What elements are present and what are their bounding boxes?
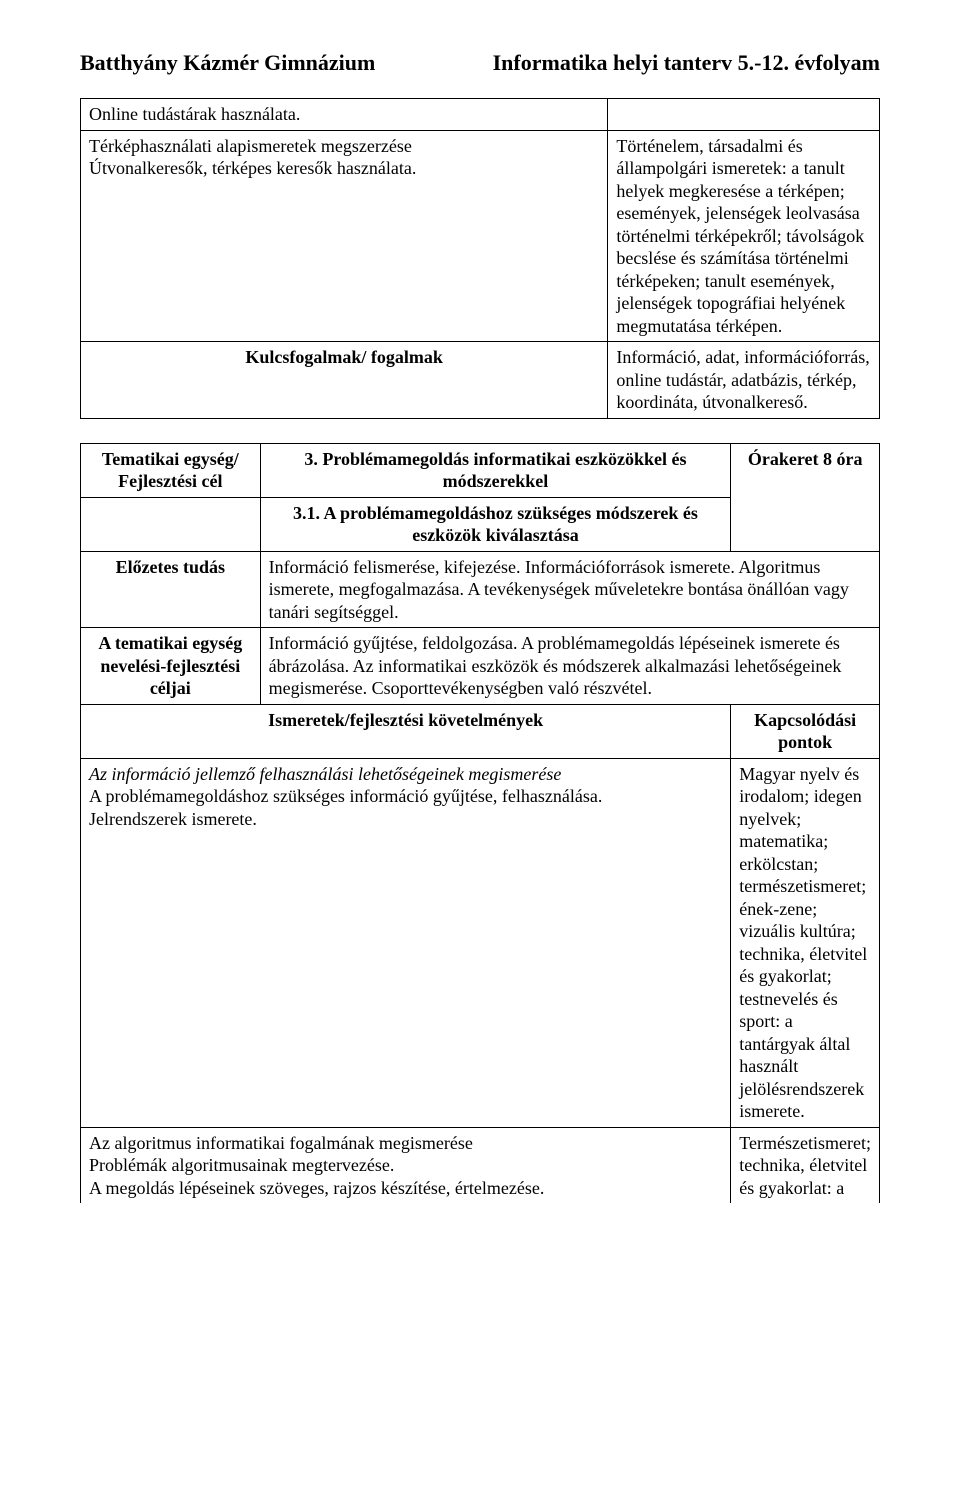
table-row: Az algoritmus informatikai fogalmának me…	[81, 1127, 880, 1203]
table-row: Tematikai egység/ Fejlesztési cél 3. Pro…	[81, 443, 880, 497]
table-2: Tematikai egység/ Fejlesztési cél 3. Pro…	[80, 443, 880, 1204]
cell-31-subtitle: 3.1. A problémamegoldáshoz szükséges mód…	[260, 497, 731, 551]
cell-empty	[608, 99, 880, 131]
cell-magyar-nyelv: Magyar nyelv és irodalom; idegen nyelvek…	[731, 758, 880, 1127]
cell-kapcsolodasi-header: Kapcsolódási pontok	[731, 704, 880, 758]
cell-nevelesi-celjai-body: Információ gyűjtése, feldolgozása. A pro…	[260, 628, 879, 705]
header-right: Informatika helyi tanterv 5.-12. évfolya…	[493, 50, 880, 76]
cell-algoritmus: Az algoritmus informatikai fogalmának me…	[81, 1127, 731, 1203]
cell-termeszetismeret: Természetismeret; technika, életvitel és…	[731, 1127, 880, 1203]
cell-elozetes-tudas-body: Információ felismerése, kifejezése. Info…	[260, 551, 879, 628]
cell-tortenelem: Történelem, társadalmi és állampolgári i…	[608, 130, 880, 342]
table-row: Térképhasználati alapismeretek megszerzé…	[81, 130, 880, 342]
cell-ismeretek-header: Ismeretek/fejlesztési követelmények	[81, 704, 731, 758]
cell-terkephasznalat: Térképhasználati alapismeretek megszerzé…	[81, 130, 608, 342]
cell-informacio-jellemzo: Az információ jellemző felhasználási leh…	[81, 758, 731, 1127]
table-row: A tematikai egység nevelési-fejlesztési …	[81, 628, 880, 705]
cell-nevelesi-celjai-label: A tematikai egység nevelési-fejlesztési …	[81, 628, 261, 705]
table-row: Az információ jellemző felhasználási leh…	[81, 758, 880, 1127]
cell-orakeret: Órakeret 8 óra	[731, 443, 880, 551]
header-left: Batthyány Kázmér Gimnázium	[80, 50, 375, 76]
cell-kulcsfogalmak-body: Információ, adat, információforrás, onli…	[608, 342, 880, 419]
table-row: Ismeretek/fejlesztési követelmények Kapc…	[81, 704, 880, 758]
text-rest: A problémamegoldáshoz szükséges informác…	[89, 786, 602, 829]
cell-kulcsfogalmak-label: Kulcsfogalmak/ fogalmak	[81, 342, 608, 419]
page-header: Batthyány Kázmér Gimnázium Informatika h…	[80, 50, 880, 76]
cell-problemamegoldas-title: 3. Problémamegoldás informatikai eszközö…	[260, 443, 731, 497]
table-row: Kulcsfogalmak/ fogalmak Információ, adat…	[81, 342, 880, 419]
cell-online-tudastarak: Online tudástárak használata.	[81, 99, 608, 131]
text-italic: Az információ jellemző felhasználási leh…	[89, 764, 561, 784]
table-row: Előzetes tudás Információ felismerése, k…	[81, 551, 880, 628]
cell-elozetes-tudas-label: Előzetes tudás	[81, 551, 261, 628]
table-1: Online tudástárak használata. Térképhasz…	[80, 98, 880, 419]
cell-empty	[81, 497, 261, 551]
table-row: Online tudástárak használata.	[81, 99, 880, 131]
cell-tematikai-egyseg-label: Tematikai egység/ Fejlesztési cél	[81, 443, 261, 497]
